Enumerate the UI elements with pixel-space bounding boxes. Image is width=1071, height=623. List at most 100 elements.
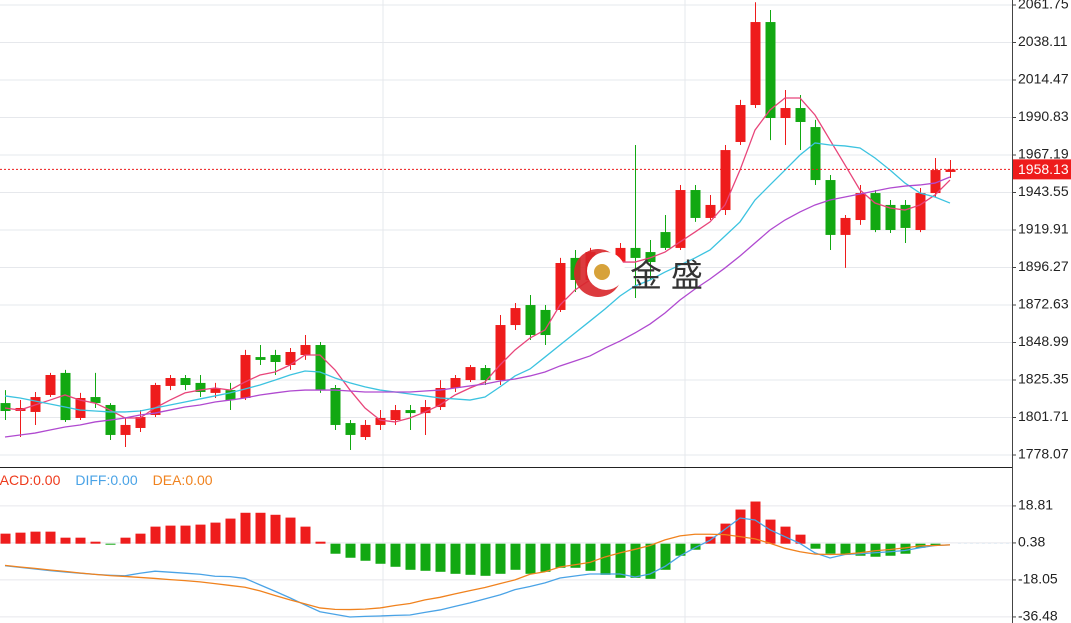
- candle-body: [555, 263, 566, 310]
- y-tick-label: -18.05: [1018, 571, 1058, 587]
- candle-body: [180, 378, 191, 385]
- candle-body: [45, 374, 56, 395]
- candle-body: [930, 170, 941, 194]
- macd-bar: [135, 533, 146, 544]
- macd-bar: [375, 543, 386, 564]
- macd-bar: [450, 543, 461, 574]
- macd-bar: [630, 543, 641, 578]
- macd-bar: [45, 531, 56, 544]
- candle-body: [150, 384, 161, 415]
- macd-bar: [0, 533, 11, 544]
- candle-body: [75, 397, 86, 418]
- y-tick-label: 1990.83: [1018, 108, 1069, 124]
- moving-average: [4, 176, 951, 438]
- y-tick-label: 1801.71: [1018, 408, 1069, 424]
- watermark-logo: [574, 249, 625, 297]
- macd-bar: [675, 543, 686, 556]
- macd-line: [4, 533, 951, 611]
- candle-body: [225, 390, 236, 401]
- macd-bar: [300, 526, 311, 544]
- watermark-text: 金 盛: [630, 257, 703, 293]
- legend-entry: DIFF:0.00: [75, 472, 137, 488]
- macd-bar: [810, 543, 821, 549]
- macd-bar: [900, 543, 911, 554]
- last-price-label: 1958.13: [1018, 161, 1069, 177]
- candle-body: [285, 351, 296, 366]
- logo-coin: [594, 264, 610, 280]
- macd-bar: [150, 526, 161, 544]
- candle-body: [660, 232, 671, 248]
- macd-line: [4, 517, 951, 618]
- macd-bar: [525, 543, 536, 574]
- candle-body: [330, 388, 341, 425]
- macd-bar: [855, 543, 866, 556]
- macd-bar: [930, 543, 941, 546]
- candle-body: [450, 378, 461, 389]
- candle-body: [720, 150, 731, 211]
- candle-body: [345, 423, 356, 435]
- candle-body: [300, 345, 311, 356]
- macd-bar: [660, 543, 671, 570]
- candle-body: [780, 108, 791, 119]
- macd-bar: [120, 537, 131, 544]
- candle-body: [240, 355, 251, 398]
- macd-bar: [690, 543, 701, 550]
- candle-body: [195, 382, 206, 392]
- macd-bar: [270, 514, 281, 544]
- candle-body: [945, 169, 956, 172]
- y-tick-label: 18.81: [1018, 497, 1053, 513]
- macd-bar: [90, 541, 101, 544]
- legend-name: DEA:: [153, 472, 186, 488]
- candle-body: [615, 247, 626, 263]
- macd-bar: [15, 532, 26, 544]
- macd-bar: [330, 543, 341, 554]
- y-tick-label: -36.48: [1018, 608, 1058, 623]
- macd-bar: [795, 534, 806, 544]
- y-tick-label: 2038.11: [1018, 33, 1068, 49]
- macd-bar: [615, 543, 626, 578]
- legend-entry: DEA:0.00: [153, 472, 213, 488]
- macd-bar: [495, 543, 506, 574]
- macd-bar: [195, 524, 206, 544]
- macd-bar: [585, 543, 596, 571]
- candle-body: [495, 325, 506, 381]
- legend-value: 0.00: [110, 472, 137, 488]
- candle-body: [540, 309, 551, 336]
- candle-body: [0, 403, 11, 412]
- candle-body: [165, 378, 176, 386]
- candle-body: [525, 305, 536, 336]
- candle-body: [810, 127, 821, 181]
- macd-bar: [60, 537, 71, 544]
- macd-bar: [600, 543, 611, 575]
- legend-name: MACD:: [0, 472, 33, 488]
- moving-average: [4, 97, 951, 423]
- candle-body: [390, 410, 401, 421]
- legend-entry: MACD:0.00: [0, 472, 61, 488]
- candle-body: [750, 22, 761, 106]
- candle-body: [405, 410, 416, 414]
- candle-body: [915, 193, 926, 231]
- macd-bar: [180, 525, 191, 544]
- macd-bar: [30, 531, 41, 544]
- candle-body: [465, 367, 476, 381]
- candle-body: [120, 424, 131, 435]
- macd-bar: [540, 543, 551, 572]
- legend-value: 0.00: [185, 472, 212, 488]
- macd-bar: [765, 519, 776, 544]
- y-tick-label: 1919.91: [1018, 221, 1069, 237]
- y-tick-label: 1872.63: [1018, 296, 1069, 312]
- macd-bar: [720, 523, 731, 544]
- macd-bar: [360, 543, 371, 561]
- macd-bar: [465, 543, 476, 575]
- macd-bar: [210, 522, 221, 544]
- macd-bar: [105, 543, 116, 545]
- candle-body: [375, 417, 386, 425]
- y-tick-label: 1896.27: [1018, 258, 1069, 274]
- candle-body: [765, 22, 776, 119]
- candle-body: [315, 345, 326, 391]
- y-tick-label: 2061.75: [1018, 0, 1069, 12]
- macd-bar: [750, 501, 761, 544]
- y-tick-label: 1943.55: [1018, 183, 1069, 199]
